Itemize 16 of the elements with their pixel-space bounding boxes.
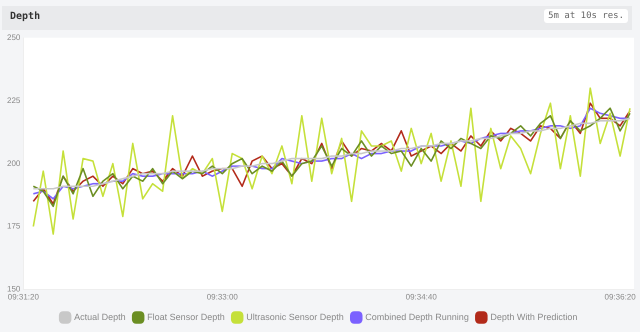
legend-label: Depth With Prediction: [490, 312, 578, 322]
y-tick-label: 225: [6, 96, 21, 105]
y-tick-label: 200: [6, 158, 21, 168]
chart-title: Depth: [10, 11, 40, 22]
legend-label: Actual Depth: [74, 312, 126, 322]
x-tick-label: 09:34:40: [406, 292, 438, 302]
y-tick-label: 250: [6, 33, 21, 42]
y-tick-label: 150: [6, 284, 21, 294]
legend-label: Float Sensor Depth: [147, 312, 225, 322]
y-tick-label: 175: [6, 222, 21, 231]
chart-subtitle: 5m at 10s res.: [544, 9, 628, 23]
legend-label: Combined Depth Running: [365, 312, 469, 322]
legend-label: Ultrasonic Sensor Depth: [246, 312, 344, 322]
x-tick-label: 09:36:20: [604, 292, 636, 302]
x-tick-label: 09:31:20: [8, 292, 40, 302]
x-tick-label: 09:33:00: [206, 292, 238, 302]
